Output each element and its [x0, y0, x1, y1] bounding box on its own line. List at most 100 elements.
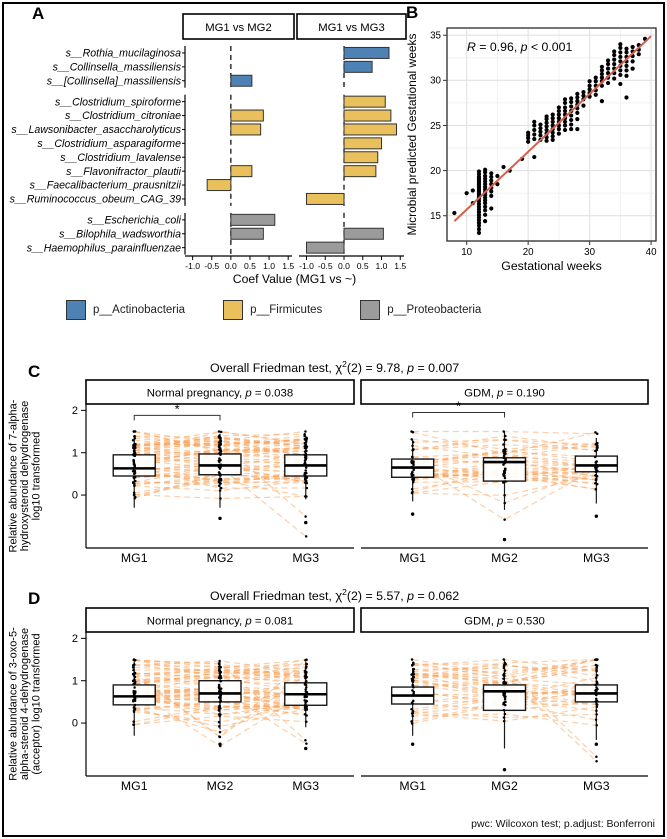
coef-bar [343, 227, 384, 240]
coef-bar [343, 46, 390, 59]
panel-b-scatterplot: R = 0.96, p < 0.001 10 20 30 40 15 20 25 30 35 Ges… [405, 27, 657, 273]
svg-text:2: 2 [72, 405, 78, 417]
svg-text:Coef Value (MG1 vs ~): Coef Value (MG1 vs ~) [233, 272, 356, 286]
svg-text:-0.5: -0.5 [318, 261, 333, 271]
legend-label: p__Firmicutes [250, 304, 323, 316]
facet-normal-pregnancy: Normal pregnancy, p = 0.081 MG1 MG2 MG3 [85, 607, 355, 793]
y-axis-label: Relative abundance of 3-oxo-5-alpha-ster… [8, 627, 43, 781]
svg-text:s__Faecalibacterium_prausnitzi: s__Faecalibacterium_prausnitzii [30, 180, 182, 192]
panel-a-x-axis: -1.0 -0.5 0.0 0.5 1.0 1.5 -1.0 -0.5 0.0 0.5 1.0 1.5… [185, 255, 406, 286]
coef-bar [343, 109, 392, 122]
y-axis: 0 1 2 Relative abundance of 3-oxo-5-alpha-s… [8, 627, 87, 781]
coef-bar [343, 95, 386, 108]
sample-points [410, 430, 599, 521]
svg-text:1.0: 1.0 [376, 261, 388, 271]
sample-points [410, 658, 599, 763]
significance-star: * [456, 398, 461, 413]
legend-item-proteobacteria: p__Proteobacteria [360, 300, 481, 320]
phylum-legend: p__Actinobacteria p__Firmicutes p__Prote… [66, 300, 481, 320]
legend-swatch-firmicutes [223, 300, 244, 320]
svg-text:20: 20 [523, 247, 534, 258]
panel-label-a: A [32, 4, 45, 23]
svg-text:MG3: MG3 [292, 551, 319, 565]
svg-text:s__Collinsella_massiliensis: s__Collinsella_massiliensis [53, 61, 182, 73]
svg-text:MG1 vs MG3: MG1 vs MG3 [318, 22, 385, 34]
facet-strip-label: Normal pregnancy, p = 0.038 [147, 388, 293, 400]
coef-bar [343, 137, 382, 150]
svg-text:s__Flavonifractor_plautii: s__Flavonifractor_plautii [66, 166, 181, 178]
svg-text:0: 0 [72, 718, 78, 730]
svg-text:s__Clostridium_spiroforme: s__Clostridium_spiroforme [55, 96, 181, 108]
facet-strips: MG1 vs MG2 MG1 vs MG3 [182, 13, 407, 40]
paired-sample-lines [134, 430, 307, 537]
significance-bracket [412, 411, 505, 418]
svg-text:s__Haemophilus_parainfluenzae: s__Haemophilus_parainfluenzae [27, 242, 181, 254]
svg-text:30: 30 [430, 76, 441, 87]
svg-text:s__Lawsonibacter_asaccharolyti: s__Lawsonibacter_asaccharolyticus [11, 124, 181, 136]
coef-bar [230, 123, 262, 136]
svg-text:MG2: MG2 [491, 551, 518, 565]
svg-text:0.5: 0.5 [357, 261, 369, 271]
legend-item-actinobacteria: p__Actinobacteria [66, 300, 185, 320]
coef-bar [343, 60, 373, 73]
significance-star: * [175, 401, 180, 416]
svg-text:35: 35 [430, 31, 441, 42]
svg-text:-0.5: -0.5 [204, 261, 219, 271]
svg-text:MG2: MG2 [491, 779, 518, 793]
coef-bar [343, 123, 397, 136]
legend-swatch-proteobacteria [360, 300, 381, 320]
svg-text:1: 1 [72, 675, 78, 687]
facet-strip-label: GDM, p = 0.530 [464, 616, 545, 628]
facet-gdm: GDM, p = 0.530 MG1 MG2 MG3 [360, 607, 649, 793]
legend-label: p__Proteobacteria [387, 304, 482, 316]
svg-text:MG1: MG1 [121, 779, 148, 793]
friedman-test-title: Overall Friedman test, χ2(2) = 5.57, p =… [210, 587, 459, 603]
svg-text:-1.0: -1.0 [185, 261, 200, 271]
coef-bar [230, 74, 253, 87]
facet-normal-pregnancy: Normal pregnancy, p = 0.038 MG1 MG2 MG3 * [85, 379, 355, 565]
svg-text:25: 25 [430, 121, 441, 132]
regression-line [453, 35, 652, 222]
y-axis-label: Relative abundance of 7-alpha-hydroxyste… [8, 399, 43, 552]
svg-text:0.0: 0.0 [225, 261, 237, 271]
facet-gdm: GDM, p = 0.190 MG1 MG2 MG3 * [360, 379, 649, 565]
panel-label-b: B [406, 3, 419, 22]
facet-strip-label: Normal pregnancy, p = 0.081 [147, 616, 293, 628]
svg-text:MG2: MG2 [207, 551, 234, 565]
correlation-annotation: R = 0.96, p < 0.001 [467, 40, 572, 54]
legend-swatch-actinobacteria [66, 300, 86, 320]
svg-text:MG2: MG2 [207, 779, 234, 793]
coef-bar [306, 241, 345, 254]
bar-groups: s__Rothia_mucilaginosas__Collinsella_mas… [10, 46, 397, 255]
svg-text:Microbial predicted Gestationa: Microbial predicted Gestational weeks [405, 33, 419, 235]
sample-points [131, 430, 309, 538]
panel-label-c: C [28, 362, 41, 381]
svg-text:MG1: MG1 [399, 551, 426, 565]
svg-text:s__Ruminococcus_obeum_CAG_39: s__Ruminococcus_obeum_CAG_39 [10, 194, 181, 206]
svg-text:MG1: MG1 [121, 551, 148, 565]
svg-text:MG3: MG3 [583, 779, 610, 793]
legend-item-firmicutes: p__Firmicutes [223, 300, 322, 320]
coef-bar [230, 213, 276, 226]
svg-text:MG1 vs MG2: MG1 vs MG2 [205, 22, 272, 34]
footnote: pwc: Wilcoxon test; p.adjust: Bonferroni [471, 818, 655, 830]
coef-bar [230, 165, 253, 178]
svg-text:MG1: MG1 [399, 779, 426, 793]
svg-text:1.5: 1.5 [282, 261, 294, 271]
svg-text:s__Bilophila_wadsworthia: s__Bilophila_wadsworthia [59, 228, 181, 240]
panel-label-d: D [28, 589, 41, 608]
friedman-test-title: Overall Friedman test, χ2(2) = 9.78, p =… [210, 359, 459, 375]
svg-text:0: 0 [72, 490, 78, 502]
svg-text:40: 40 [646, 247, 657, 258]
svg-text:s__[Collinsella]_massiliensis: s__[Collinsella]_massiliensis [47, 75, 182, 87]
coef-bar [230, 227, 264, 240]
svg-text:10: 10 [461, 247, 472, 258]
facet-strip-label: GDM, p = 0.190 [464, 388, 545, 400]
svg-text:1: 1 [72, 447, 78, 459]
svg-text:20: 20 [430, 166, 441, 177]
svg-text:MG3: MG3 [292, 779, 319, 793]
panel-b-axes: 10 20 30 40 15 20 25 30 35 Gestational weeks Micro… [405, 31, 657, 273]
svg-text:s__Escherichia_coli: s__Escherichia_coli [87, 214, 181, 226]
svg-text:2: 2 [72, 633, 78, 645]
